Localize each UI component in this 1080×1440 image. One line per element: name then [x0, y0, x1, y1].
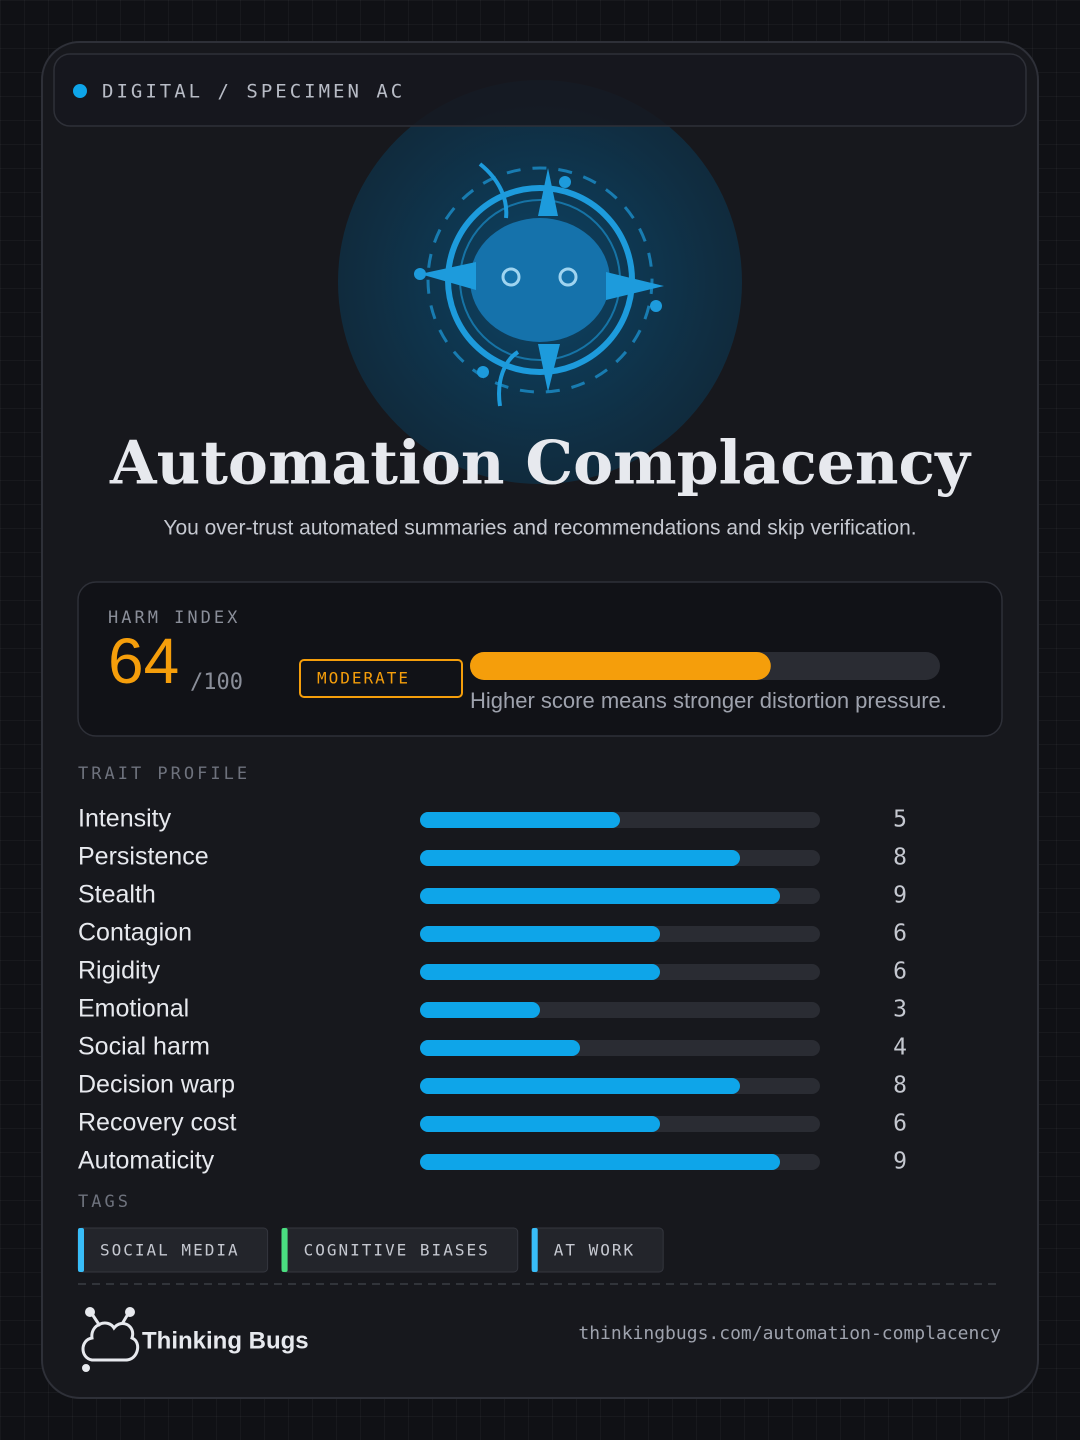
trait-bar: [420, 964, 660, 980]
title: Automation Complacency: [109, 429, 972, 499]
trait-name: Stealth: [78, 881, 156, 909]
header-bar: [53, 53, 1027, 127]
trait-value: 6: [893, 959, 907, 985]
trait-bar: [420, 1154, 780, 1170]
level-text: MODERATE: [317, 669, 410, 688]
tag-label: SOCIAL MEDIA: [100, 1241, 240, 1260]
trait-name: Recovery cost: [78, 1109, 236, 1137]
tag-label: COGNITIVE BIASES: [304, 1241, 490, 1260]
subtitle: You over-trust automated summaries and r…: [163, 517, 916, 540]
status-dot: [73, 84, 87, 98]
footer-url: thinkingbugs.com/automation-complacency: [578, 1323, 1001, 1344]
harm-max: /100: [190, 670, 243, 695]
header-label: DIGITAL / SPECIMEN AC: [102, 81, 405, 103]
trait-value: 9: [893, 1149, 907, 1175]
trait-bar: [420, 1078, 740, 1094]
trait-value: 9: [893, 883, 907, 909]
bug-icon: [414, 162, 664, 407]
trait-name: Intensity: [78, 805, 172, 833]
trait-name: Social harm: [78, 1033, 210, 1061]
level-badge: [299, 659, 463, 698]
brand-name: Thinking Bugs: [142, 1327, 309, 1354]
trait-bar: [420, 1040, 580, 1056]
harm-note: Higher score means stronger distortion p…: [470, 688, 947, 713]
trait-value: 4: [893, 1035, 907, 1061]
tag-label: AT WORK: [554, 1241, 635, 1260]
trait-name: Rigidity: [78, 957, 160, 985]
trait-bar: [420, 1002, 540, 1018]
trait-bar: [420, 888, 780, 904]
tags-label: TAGS: [78, 1192, 131, 1212]
trait-bar: [420, 850, 740, 866]
trait-name: Persistence: [78, 843, 209, 871]
tag-accent: [78, 1228, 84, 1272]
brand-logo: [81, 1307, 140, 1372]
trait-bar: [420, 926, 660, 942]
trait-value: 6: [893, 921, 907, 947]
tag-accent: [531, 1228, 538, 1272]
trait-name: Decision warp: [78, 1071, 235, 1099]
harm-bar: [470, 652, 771, 680]
trait-value: 8: [893, 1073, 907, 1099]
trait-name: Contagion: [78, 919, 192, 947]
trait-value: 6: [893, 1111, 907, 1137]
traits-label: TRAIT PROFILE: [78, 764, 250, 784]
trait-value: 5: [893, 807, 907, 833]
trait-value: 8: [893, 845, 907, 871]
trait-value: 3: [893, 997, 907, 1023]
trait-name: Automaticity: [78, 1147, 215, 1175]
trait-bar: [420, 1116, 660, 1132]
harm-label: HARM INDEX: [108, 608, 240, 628]
trait-name: Emotional: [78, 995, 189, 1023]
harm-value: 64: [108, 625, 179, 697]
tag-accent: [281, 1228, 288, 1272]
trait-bar: [420, 812, 620, 828]
